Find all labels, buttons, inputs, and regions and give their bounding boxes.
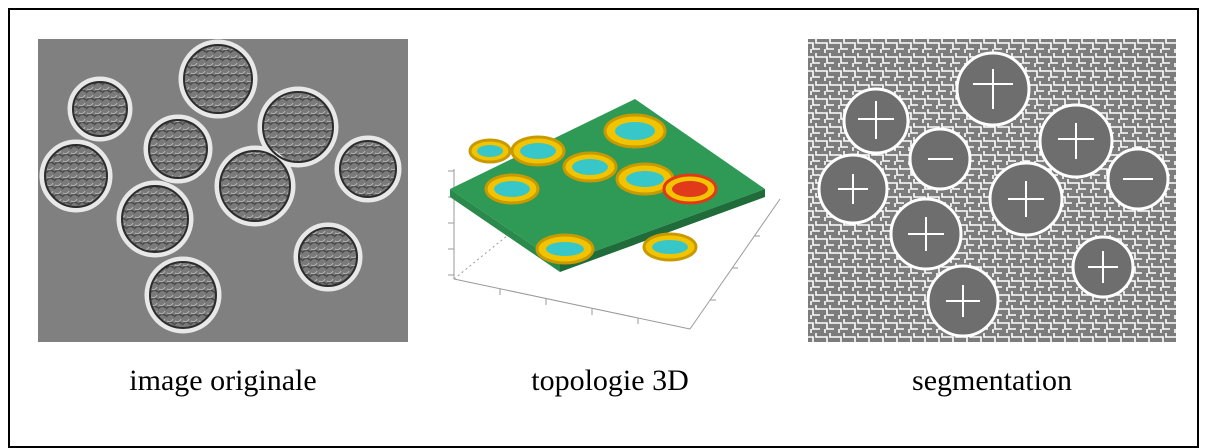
plot-axes [453,169,781,330]
cells [39,39,402,334]
cell [144,256,222,334]
original-image-panel [38,39,408,342]
cell [67,76,133,142]
cell [39,139,113,213]
cell [334,135,402,203]
cell [116,180,194,258]
cell [257,86,339,168]
caption-topology: topologie 3D [531,364,689,397]
segmentation-panel [808,39,1176,342]
cell [214,145,296,227]
caption-segmentation: segmentation [912,364,1072,397]
cell [143,114,213,184]
segmentation-image [808,39,1176,342]
topology-3d-plot [420,39,800,342]
surface-plane [450,99,765,264]
peaks [468,113,718,265]
cell [178,39,258,119]
topology-3d-panel [420,39,800,342]
axis-ticks [448,170,760,324]
caption-original: image originale [129,364,317,397]
original-image [38,39,408,342]
cell [293,222,363,292]
